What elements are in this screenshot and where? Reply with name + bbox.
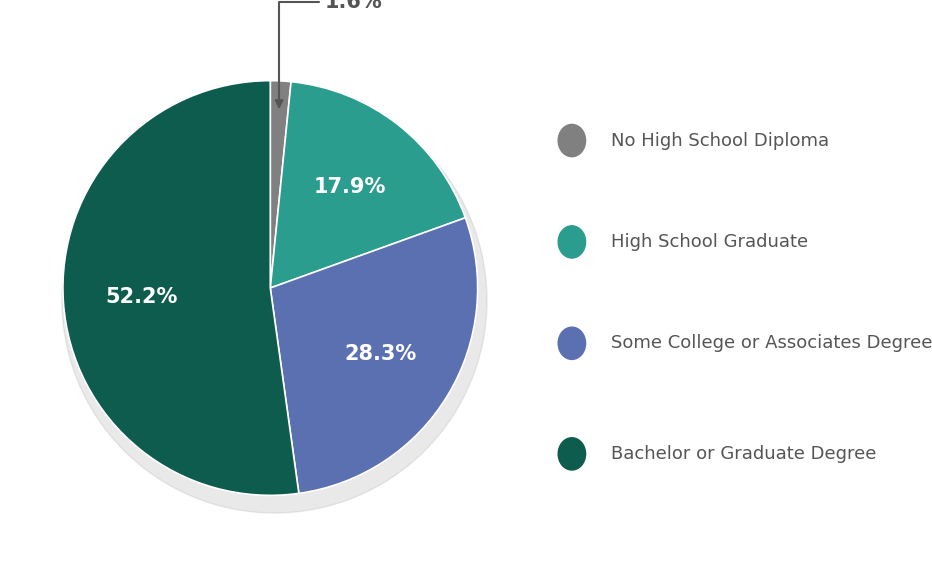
Text: No High School Diploma: No High School Diploma [611,131,829,150]
Circle shape [558,438,585,470]
Text: 52.2%: 52.2% [106,287,178,307]
Circle shape [558,226,585,258]
Circle shape [558,124,585,157]
Text: Bachelor or Graduate Degree: Bachelor or Graduate Degree [611,445,876,463]
Wedge shape [63,81,299,495]
Text: 1.6%: 1.6% [276,0,382,107]
Wedge shape [270,81,291,288]
Wedge shape [270,82,465,288]
Text: High School Graduate: High School Graduate [611,233,808,251]
Circle shape [558,327,585,359]
Text: 17.9%: 17.9% [313,177,386,196]
Text: Some College or Associates Degree: Some College or Associates Degree [611,334,932,353]
Text: 28.3%: 28.3% [344,344,417,365]
Ellipse shape [62,88,487,513]
Wedge shape [270,218,477,494]
